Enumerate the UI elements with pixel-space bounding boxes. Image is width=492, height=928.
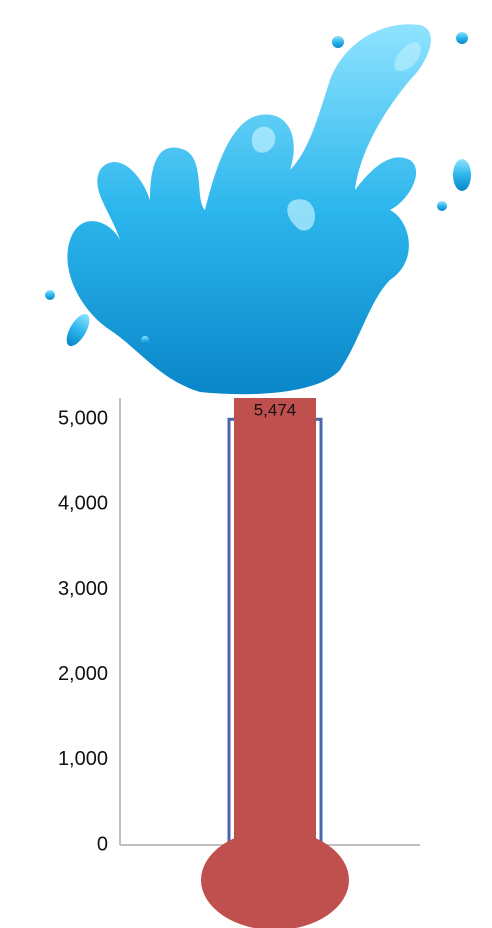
y-tick-label: 0 xyxy=(97,833,108,855)
value-label: 5,474 xyxy=(254,400,297,419)
y-tick-label: 2,000 xyxy=(58,663,108,685)
water-splash xyxy=(45,24,471,394)
bar xyxy=(234,379,316,885)
chart: 0 1,000 2,000 3,000 4,000 5,000 5,474 xyxy=(0,0,492,928)
y-tick-label: 4,000 xyxy=(58,493,108,515)
y-tick-label: 1,000 xyxy=(58,748,108,770)
y-tick-label: 3,000 xyxy=(58,578,108,600)
plot-area xyxy=(234,379,316,885)
y-tick-label: 5,000 xyxy=(58,408,108,430)
page: {"chart_data": {"type": "thermometer", "… xyxy=(0,0,492,928)
